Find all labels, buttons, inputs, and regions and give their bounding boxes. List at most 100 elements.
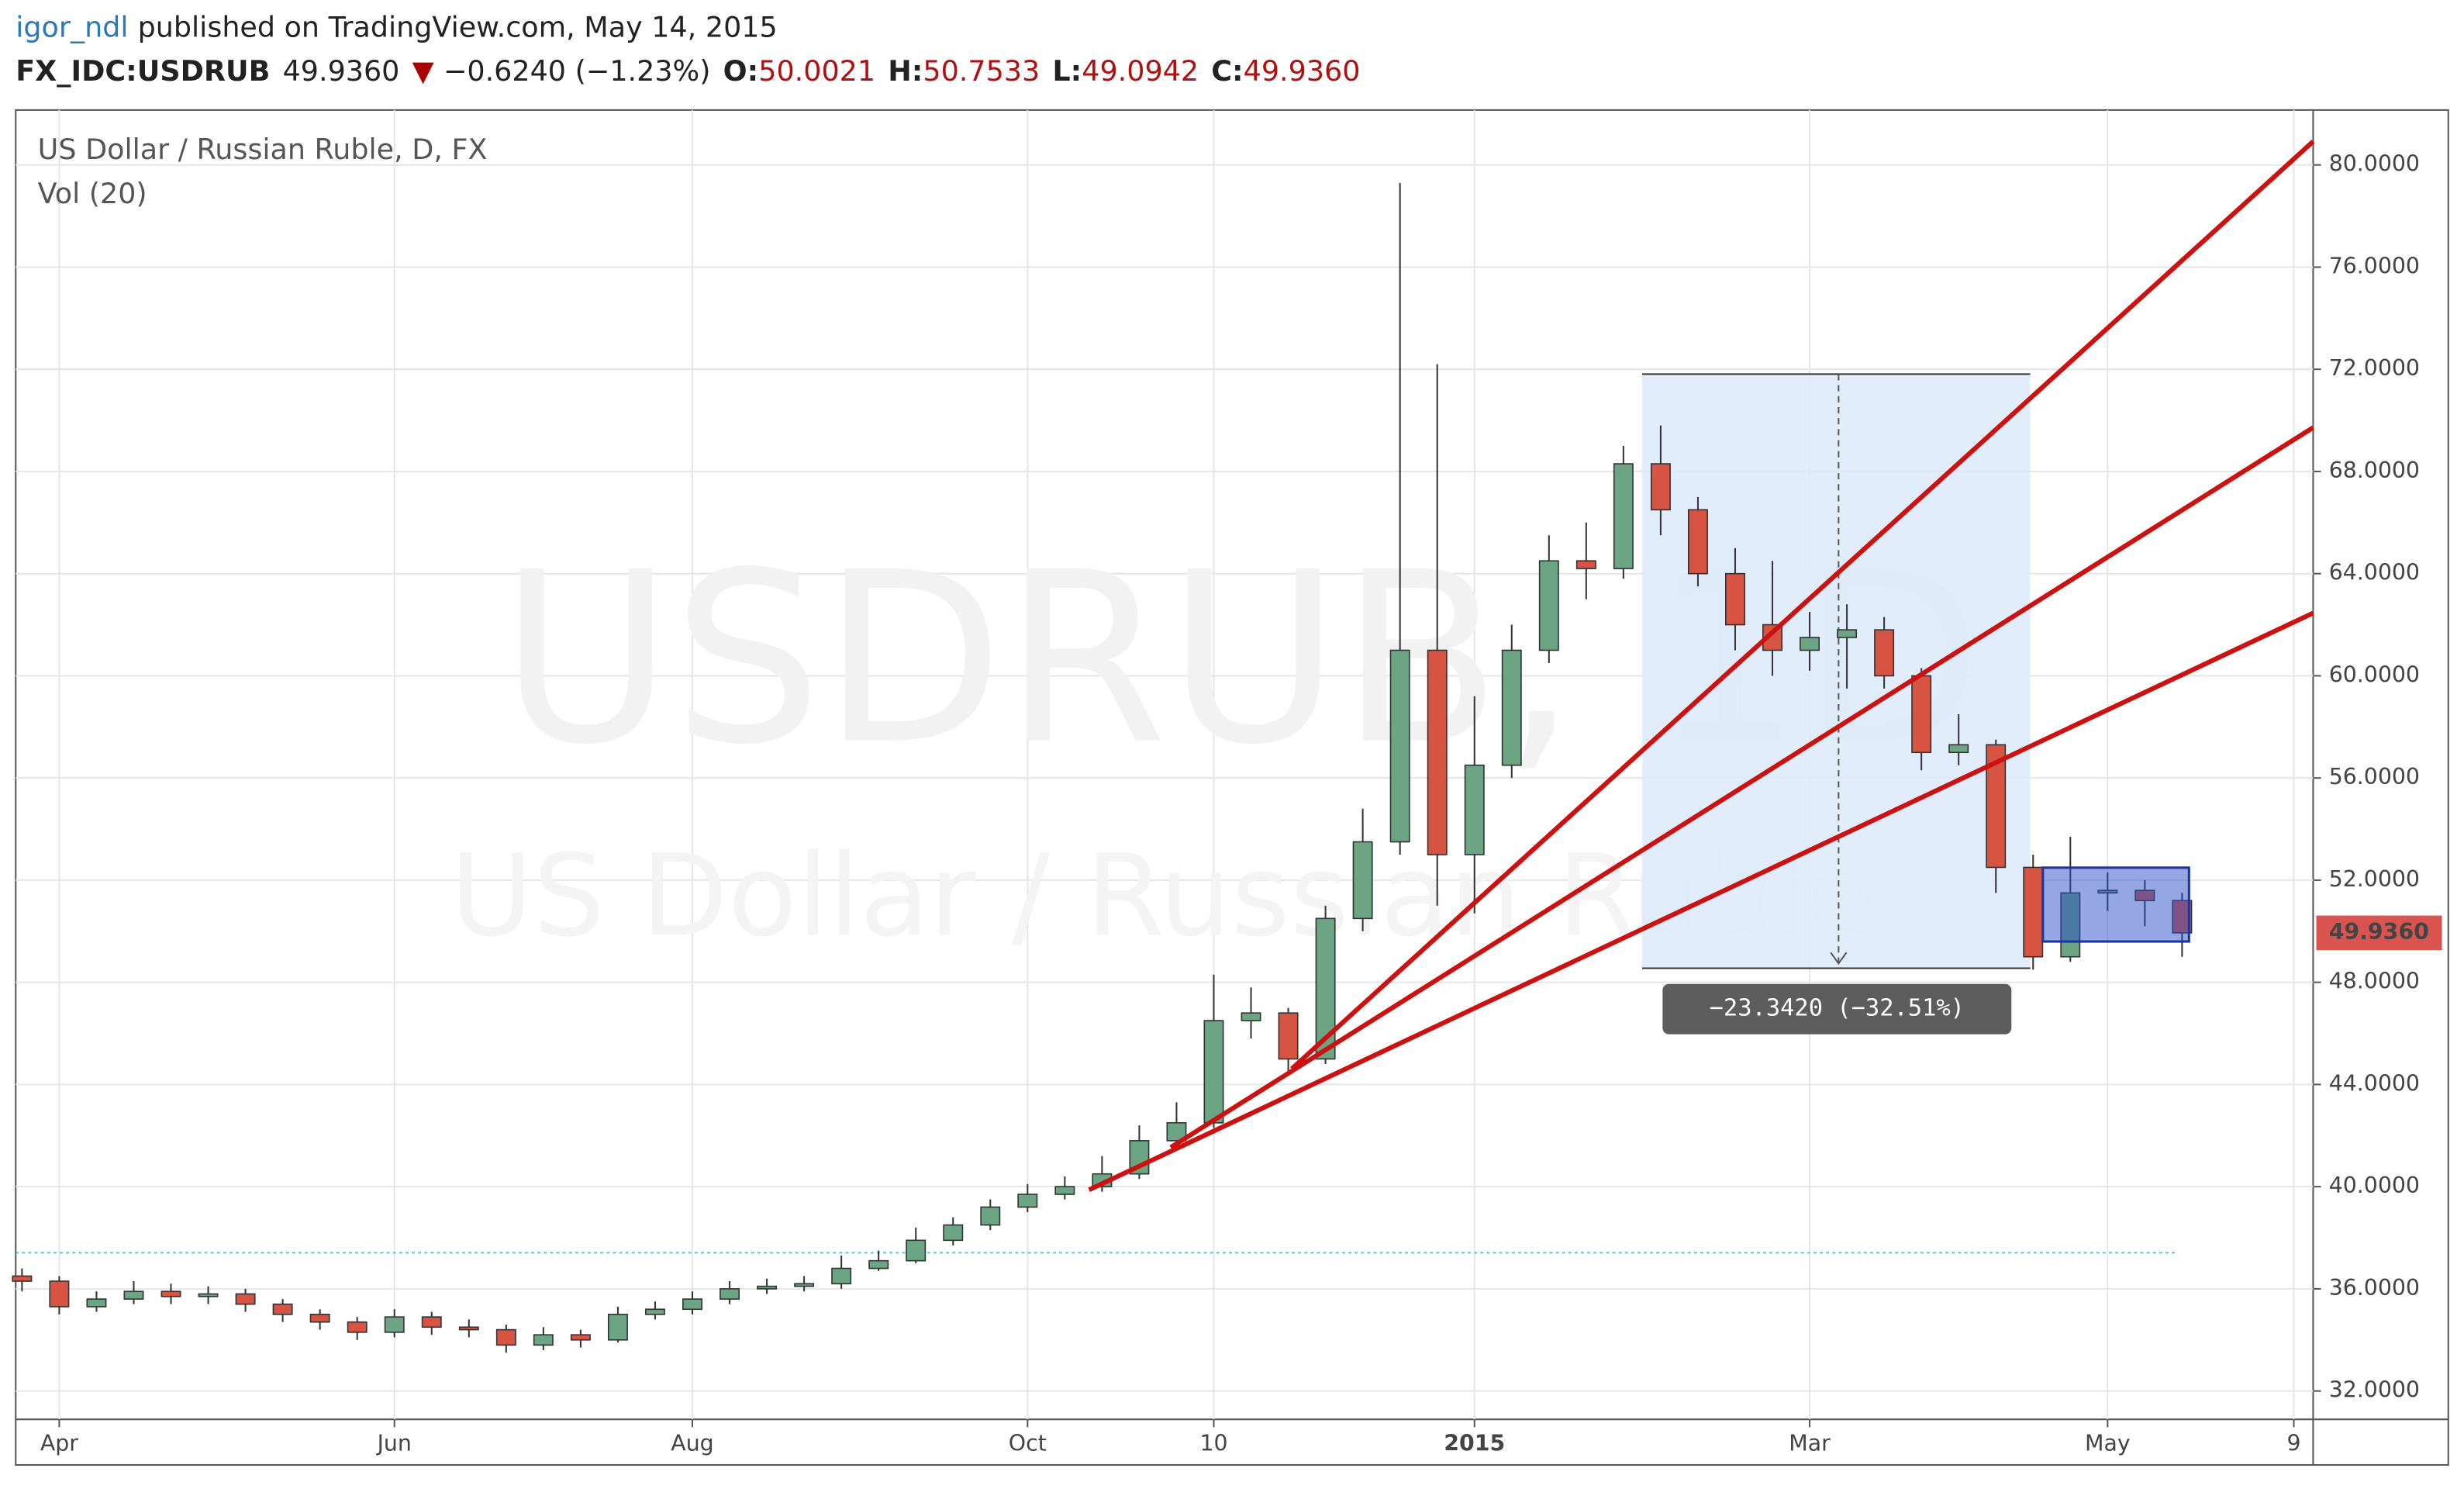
trend-line bbox=[1088, 610, 2314, 1193]
candle-body bbox=[49, 1280, 70, 1308]
candle-body bbox=[160, 1290, 181, 1297]
candle-body bbox=[309, 1314, 330, 1323]
candle-body bbox=[123, 1290, 144, 1300]
candle-body bbox=[906, 1239, 927, 1262]
ohlc-value: 49.0942 bbox=[1082, 54, 1199, 88]
candle-body bbox=[86, 1298, 107, 1308]
y-tick-label: 48.0000 bbox=[2329, 969, 2420, 994]
candle-body bbox=[2023, 866, 2044, 958]
candle-body bbox=[1911, 675, 1932, 754]
candle-body bbox=[1948, 744, 1969, 754]
ohlc-value: 50.7533 bbox=[923, 54, 1040, 88]
x-tick-label: Oct bbox=[1009, 1431, 1047, 1456]
candle-body bbox=[1874, 629, 1895, 677]
range-box bbox=[2041, 866, 2190, 943]
candle-body bbox=[1538, 560, 1559, 651]
chart-frame bbox=[15, 109, 2449, 1466]
arrow: ▼ bbox=[412, 54, 434, 88]
candle-body bbox=[1389, 649, 1410, 843]
ohlc-value: 49.9360 bbox=[1244, 54, 1361, 88]
candle-body bbox=[1166, 1121, 1187, 1142]
y-tick-label: 52.0000 bbox=[2329, 866, 2420, 892]
candle-body bbox=[533, 1334, 554, 1346]
y-tick-label: 36.0000 bbox=[2329, 1275, 2420, 1301]
y-tick-label: 64.0000 bbox=[2329, 560, 2420, 586]
candle-body bbox=[1837, 629, 1858, 638]
candle-body bbox=[757, 1285, 778, 1290]
candle-body bbox=[1352, 841, 1373, 920]
grid bbox=[16, 109, 2314, 1420]
candle-body bbox=[1725, 572, 1745, 626]
candle-body bbox=[1650, 463, 1671, 511]
trend-line bbox=[1169, 425, 2315, 1150]
y-tick-label: 76.0000 bbox=[2329, 253, 2420, 278]
candle-body bbox=[1687, 509, 1708, 575]
change: −0.6240 (−1.23%) bbox=[443, 54, 711, 88]
last-price-box bbox=[2316, 915, 2442, 951]
candle-body bbox=[1575, 560, 1596, 569]
measure-area bbox=[1641, 374, 2031, 969]
ohlc-key: C: bbox=[1211, 54, 1243, 88]
candle-body bbox=[458, 1326, 479, 1331]
candle-body bbox=[1427, 649, 1448, 855]
candle-body bbox=[682, 1298, 702, 1311]
measure-arrow-head bbox=[1830, 952, 1848, 966]
candle-body bbox=[1501, 649, 1522, 766]
trend-line bbox=[1289, 140, 2315, 1071]
ohlc-key: H: bbox=[888, 54, 923, 88]
y-tick-label: 80.0000 bbox=[2329, 151, 2420, 177]
candle-body bbox=[943, 1224, 964, 1242]
candle-body bbox=[1278, 1012, 1299, 1060]
candle-body bbox=[272, 1303, 293, 1315]
candle-body bbox=[347, 1321, 368, 1333]
candle-body bbox=[794, 1283, 815, 1287]
y-tick-label: 44.0000 bbox=[2329, 1070, 2420, 1096]
y-tick-label: 56.0000 bbox=[2329, 764, 2420, 789]
ohlc-key: L: bbox=[1052, 54, 1082, 88]
candle-body bbox=[1613, 463, 1634, 569]
last: 49.9360 bbox=[283, 54, 400, 88]
x-tick-label: Jun bbox=[376, 1431, 412, 1456]
chart-title: US Dollar / Russian Ruble, D, FX bbox=[38, 133, 488, 166]
y-tick-label: 72.0000 bbox=[2329, 355, 2420, 381]
x-tick-label: Aug bbox=[671, 1431, 713, 1456]
measure-label: −23.3420 (−32.51%) bbox=[1710, 995, 1965, 1022]
x-tick-label: 10 bbox=[1199, 1431, 1227, 1456]
symbol: FX_IDC:USDRUB bbox=[16, 54, 270, 88]
x-tick-label: 2015 bbox=[1444, 1431, 1505, 1456]
axes: 32.0000 36.0000 40.0000 44.0000 48.0000 52.00… bbox=[40, 151, 2442, 1456]
candle-body bbox=[720, 1288, 740, 1300]
y-tick-label: 32.0000 bbox=[2329, 1377, 2420, 1403]
candle-body bbox=[868, 1259, 889, 1270]
candle-body bbox=[384, 1316, 405, 1333]
candle-body bbox=[1017, 1194, 1038, 1208]
candle-body bbox=[235, 1293, 256, 1305]
candle-body bbox=[607, 1314, 628, 1341]
chart-subtitle: Vol (20) bbox=[38, 177, 147, 210]
last-price-label: 49.9360 bbox=[2329, 919, 2429, 945]
author[interactable]: igor_ndl bbox=[16, 10, 128, 43]
ohlc-key: O: bbox=[723, 54, 759, 88]
ohlc-value: 50.0021 bbox=[758, 54, 875, 88]
candle-body bbox=[831, 1267, 852, 1285]
candle-body bbox=[421, 1316, 442, 1328]
x-tick-label: Apr bbox=[40, 1431, 78, 1456]
published: published on TradingView.com, May 14, 20… bbox=[138, 10, 778, 43]
y-tick-label: 68.0000 bbox=[2329, 458, 2420, 483]
candle-body bbox=[495, 1328, 516, 1346]
x-tick-label: 9 bbox=[2286, 1431, 2300, 1456]
candle-body bbox=[980, 1206, 1001, 1226]
y-tick-label: 60.0000 bbox=[2329, 662, 2420, 687]
candle-body bbox=[198, 1293, 219, 1297]
header-line-2: FX_IDC:USDRUB 49.9360 ▼ −0.6240 (−1.23%) O:5… bbox=[16, 54, 1360, 88]
candle-body bbox=[1241, 1012, 1261, 1021]
x-tick-label: Mar bbox=[1789, 1431, 1831, 1456]
candle-body bbox=[570, 1334, 591, 1341]
candle-body bbox=[1800, 637, 1820, 651]
x-tick-label: May bbox=[2085, 1431, 2131, 1456]
y-tick-label: 40.0000 bbox=[2329, 1173, 2420, 1198]
measure-label-box bbox=[1662, 983, 2012, 1035]
candle-body bbox=[644, 1308, 665, 1315]
